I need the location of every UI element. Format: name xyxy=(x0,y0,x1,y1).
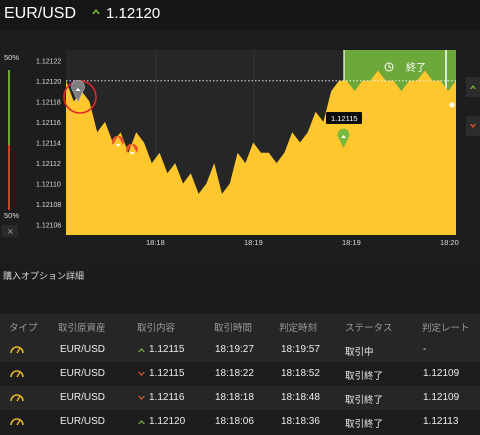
high-arrow-icon xyxy=(470,85,476,89)
asset-cell: EUR/USD xyxy=(60,368,106,379)
trade-marker-up[interactable] xyxy=(337,128,350,148)
price-chart[interactable]: 50% 50% × 終了 1.12122 1.12120 1.12118 1.1211… xyxy=(0,30,480,258)
price-tick-label: 1.12110 xyxy=(36,182,61,189)
price-tick-label: 1.12122 xyxy=(36,58,61,65)
status-cell: 取引終了 xyxy=(345,419,384,430)
judge-time-cell: 18:19:57 xyxy=(281,344,320,355)
up-arrow-icon xyxy=(138,420,145,424)
time-tick-label: 18:19 xyxy=(244,238,263,247)
marker-price-label: 1.12115 xyxy=(331,114,358,123)
close-button[interactable] xyxy=(2,225,18,237)
down-arrow-icon xyxy=(138,372,145,376)
trade-marker-down-2[interactable] xyxy=(125,143,139,155)
asset-cell: EUR/USD xyxy=(60,416,106,427)
rate-cell: 1.12116 xyxy=(149,392,185,403)
chart-canvas[interactable]: 50% 50% × 終了 1.12122 1.12120 1.12118 1.1211… xyxy=(0,30,480,258)
end-label: 終了 xyxy=(406,61,426,74)
gauge-icon xyxy=(10,370,24,378)
col-type: タイプ xyxy=(9,323,38,334)
price-tick-label: 1.12116 xyxy=(36,120,61,127)
time-tick-label: 18:18 xyxy=(146,238,165,247)
table-row[interactable]: EUR/USD 1.12116 18:18:18 18:18:48 取引終了 1.1210… xyxy=(0,386,480,410)
table-header: タイプ 取引原資産 取引内容 取引時間 判定時刻 ステータス 判定レート xyxy=(0,314,480,338)
current-price-dot xyxy=(449,102,455,108)
table-row[interactable]: EUR/USD 1.12120 18:18:06 18:18:36 取引終了 1.1211… xyxy=(0,410,480,434)
col-content: 取引内容 xyxy=(137,323,176,334)
asset-cell: EUR/USD xyxy=(60,392,106,403)
gauge-icon xyxy=(10,418,24,426)
ratio-bottom-label: 50% xyxy=(4,211,19,220)
judge-rate-cell: 1.12109 xyxy=(423,392,460,403)
col-status: ステータス xyxy=(345,323,393,334)
status-cell: 取引終了 xyxy=(345,371,384,382)
currency-pair-title: EUR/USD xyxy=(4,5,77,22)
trade-marker-down-1[interactable] xyxy=(112,135,125,147)
time-tick-label: 18:20 xyxy=(440,238,459,247)
judge-rate-cell: 1.12113 xyxy=(423,416,459,427)
time-tick-label: 18:19 xyxy=(342,238,361,247)
current-rate: 1.12120 xyxy=(106,5,161,22)
col-asset: 取引原資産 xyxy=(58,323,106,334)
price-tick-label: 1.12112 xyxy=(36,161,61,168)
time-axis: 18:18 18:19 18:19 18:20 xyxy=(146,238,459,247)
clock-icon xyxy=(384,62,394,72)
judge-time-cell: 18:18:52 xyxy=(281,368,320,379)
trade-time-cell: 18:18:22 xyxy=(215,368,254,379)
col-judge-rate: 判定レート xyxy=(422,323,470,334)
judge-rate-cell: 1.12109 xyxy=(423,368,460,379)
price-axis: 1.12122 1.12120 1.12118 1.12116 1.12114 1.121… xyxy=(36,58,61,229)
table-row[interactable]: EUR/USD 1.12115 18:19:27 18:19:57 取引中 - xyxy=(0,338,480,362)
status-cell: 取引中 xyxy=(345,347,374,358)
close-icon[interactable]: × xyxy=(7,227,14,236)
trade-marker-grey[interactable] xyxy=(63,80,97,114)
rate-cell: 1.12120 xyxy=(149,416,186,427)
down-arrow-icon xyxy=(138,396,145,400)
price-tick-label: 1.12106 xyxy=(36,223,61,230)
up-arrow-icon xyxy=(138,348,145,352)
table-row[interactable]: EUR/USD 1.12115 18:18:22 18:18:52 取引終了 1.1210… xyxy=(0,362,480,386)
price-tick-label: 1.12118 xyxy=(36,99,61,106)
price-tick-label: 1.12108 xyxy=(36,202,61,209)
price-tick-label: 1.12120 xyxy=(36,79,61,86)
trade-time-cell: 18:19:27 xyxy=(215,344,254,355)
rate-cell: 1.12115 xyxy=(149,344,185,355)
ratio-top-label: 50% xyxy=(4,53,19,62)
section-title: 購入オプション詳細 xyxy=(3,272,85,282)
status-cell: 取引終了 xyxy=(345,395,384,406)
judge-time-cell: 18:18:48 xyxy=(281,392,320,403)
asset-cell: EUR/USD xyxy=(60,344,106,355)
trade-time-cell: 18:18:06 xyxy=(215,416,254,427)
up-arrow-icon xyxy=(92,9,100,14)
price-area xyxy=(66,70,456,235)
rate-cell: 1.12115 xyxy=(149,368,185,379)
col-judge-time: 判定時刻 xyxy=(279,323,318,334)
marker-price-tag xyxy=(326,112,362,124)
low-arrow-icon xyxy=(470,124,476,128)
trade-time-cell: 18:18:18 xyxy=(215,392,254,403)
judge-time-cell: 18:18:36 xyxy=(281,416,320,427)
gauge-icon xyxy=(10,394,24,402)
gauge-icon xyxy=(10,346,24,354)
price-tick-label: 1.12114 xyxy=(36,141,61,148)
header-bar: EUR/USD 1.12120 xyxy=(0,0,480,30)
col-trade-time: 取引時間 xyxy=(214,323,253,334)
judge-rate-cell: - xyxy=(423,344,427,355)
